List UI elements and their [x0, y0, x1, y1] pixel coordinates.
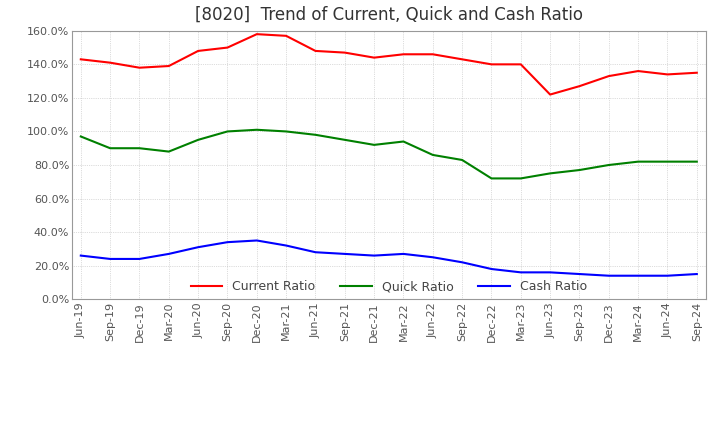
Current Ratio — [399, 51, 408, 57]
Current Ratio — [693, 70, 701, 75]
Quick Ratio — [282, 129, 290, 134]
Cash Ratio — [487, 266, 496, 271]
Line: Cash Ratio: Cash Ratio — [81, 241, 697, 276]
Cash Ratio — [253, 238, 261, 243]
Quick Ratio — [516, 176, 525, 181]
Current Ratio — [428, 51, 437, 57]
Quick Ratio — [164, 149, 173, 154]
Current Ratio — [605, 73, 613, 79]
Quick Ratio — [663, 159, 672, 164]
Cash Ratio — [634, 273, 642, 279]
Quick Ratio — [634, 159, 642, 164]
Quick Ratio — [487, 176, 496, 181]
Current Ratio — [516, 62, 525, 67]
Current Ratio — [370, 55, 379, 60]
Current Ratio — [194, 48, 202, 54]
Quick Ratio — [370, 142, 379, 147]
Current Ratio — [546, 92, 554, 97]
Cash Ratio — [106, 256, 114, 261]
Quick Ratio — [428, 152, 437, 158]
Quick Ratio — [458, 158, 467, 163]
Cash Ratio — [663, 273, 672, 279]
Current Ratio — [575, 84, 584, 89]
Cash Ratio — [311, 249, 320, 255]
Current Ratio — [223, 45, 232, 50]
Cash Ratio — [575, 271, 584, 277]
Current Ratio — [487, 62, 496, 67]
Cash Ratio — [135, 256, 144, 261]
Cash Ratio — [546, 270, 554, 275]
Cash Ratio — [399, 251, 408, 257]
Title: [8020]  Trend of Current, Quick and Cash Ratio: [8020] Trend of Current, Quick and Cash … — [195, 6, 582, 24]
Current Ratio — [135, 65, 144, 70]
Current Ratio — [282, 33, 290, 38]
Quick Ratio — [194, 137, 202, 143]
Quick Ratio — [135, 146, 144, 151]
Quick Ratio — [399, 139, 408, 144]
Quick Ratio — [223, 129, 232, 134]
Quick Ratio — [546, 171, 554, 176]
Legend: Current Ratio, Quick Ratio, Cash Ratio: Current Ratio, Quick Ratio, Cash Ratio — [186, 275, 592, 298]
Quick Ratio — [311, 132, 320, 137]
Current Ratio — [458, 57, 467, 62]
Cash Ratio — [194, 245, 202, 250]
Current Ratio — [253, 32, 261, 37]
Cash Ratio — [693, 271, 701, 277]
Quick Ratio — [605, 162, 613, 168]
Cash Ratio — [516, 270, 525, 275]
Cash Ratio — [458, 260, 467, 265]
Line: Current Ratio: Current Ratio — [81, 34, 697, 95]
Quick Ratio — [693, 159, 701, 164]
Cash Ratio — [605, 273, 613, 279]
Cash Ratio — [341, 251, 349, 257]
Cash Ratio — [76, 253, 85, 258]
Current Ratio — [634, 68, 642, 73]
Cash Ratio — [164, 251, 173, 257]
Quick Ratio — [575, 167, 584, 172]
Line: Quick Ratio: Quick Ratio — [81, 130, 697, 179]
Quick Ratio — [106, 146, 114, 151]
Cash Ratio — [428, 255, 437, 260]
Current Ratio — [76, 57, 85, 62]
Cash Ratio — [282, 243, 290, 248]
Current Ratio — [663, 72, 672, 77]
Quick Ratio — [253, 127, 261, 132]
Current Ratio — [106, 60, 114, 65]
Cash Ratio — [370, 253, 379, 258]
Quick Ratio — [341, 137, 349, 143]
Current Ratio — [311, 48, 320, 54]
Current Ratio — [341, 50, 349, 55]
Quick Ratio — [76, 134, 85, 139]
Current Ratio — [164, 63, 173, 69]
Cash Ratio — [223, 239, 232, 245]
